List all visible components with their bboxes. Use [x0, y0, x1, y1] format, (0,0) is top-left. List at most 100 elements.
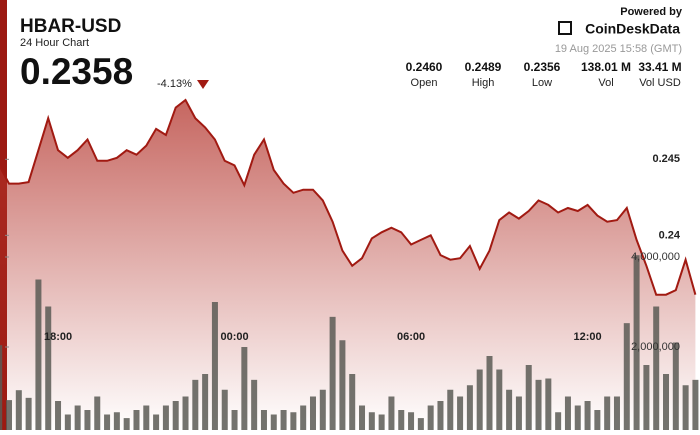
volume-bar — [15, 390, 22, 430]
volume-bar — [525, 365, 532, 430]
volume-bar — [64, 414, 71, 430]
volume-bar — [623, 323, 630, 430]
volume-bar — [682, 385, 689, 430]
volume-bar — [6, 400, 13, 430]
volume-bar — [574, 405, 581, 430]
down-arrow — [197, 80, 209, 89]
volume-bar — [94, 396, 101, 430]
volume-bar — [231, 410, 238, 430]
volume-bar — [359, 405, 366, 430]
volume-bar — [417, 418, 424, 430]
subtitle: 24 Hour Chart — [20, 37, 89, 49]
y-tick-label: 0.24 — [659, 229, 681, 241]
volume-bar — [633, 255, 640, 430]
volume-bar — [309, 396, 316, 430]
volume-bar — [35, 279, 42, 430]
change: -4.13% — [157, 78, 192, 90]
stat-label: Vol — [598, 77, 613, 89]
chart-title: HBAR-USD — [20, 16, 121, 37]
volume-bar — [172, 401, 179, 430]
volume-bar — [427, 405, 434, 430]
volume-bar — [339, 340, 346, 430]
stat-label: Low — [532, 77, 552, 89]
volume-bar — [260, 410, 267, 430]
volume-bar — [555, 412, 562, 430]
volume-bar — [594, 410, 601, 430]
volume-bar — [192, 379, 199, 430]
stat-label: Open — [411, 77, 438, 89]
volume-bar — [319, 389, 326, 430]
volume-bar — [672, 342, 679, 430]
price: 0.2358 — [20, 51, 133, 92]
price-area — [0, 100, 696, 430]
volume-bar — [653, 306, 660, 430]
volume-bar — [535, 379, 542, 430]
timestamp: 19 Aug 2025 15:58 (GMT) — [555, 43, 682, 55]
stat-value: 0.2489 — [465, 60, 502, 74]
volume-bar — [133, 410, 140, 430]
volume-bar — [241, 347, 248, 430]
volume-bar — [104, 414, 111, 430]
volume-bar — [270, 414, 277, 430]
volume-bar — [123, 418, 130, 430]
volume-bar — [113, 412, 120, 430]
volume-bar — [604, 396, 611, 430]
volume-bar — [162, 405, 169, 430]
volume-bar — [388, 396, 395, 430]
volume-bar — [143, 405, 150, 430]
volume-bar — [211, 302, 218, 430]
y2-tick-label: 4,000,000 — [631, 251, 680, 263]
volume-bar — [476, 369, 483, 430]
volume-bar — [251, 379, 258, 430]
y2-tick-label: 2,000,000 — [631, 341, 680, 353]
price-line — [0, 98, 697, 296]
volume-bar — [221, 389, 228, 430]
x-tick-label: 00:00 — [220, 331, 248, 343]
stat-label: Vol USD — [639, 77, 681, 89]
stat-value: 0.2356 — [524, 60, 561, 74]
volume-bar — [280, 410, 287, 430]
volume-bar — [643, 365, 650, 430]
volume-bar — [290, 412, 297, 430]
y-tick-label: 0.245 — [652, 153, 680, 165]
volume-bar — [398, 410, 405, 430]
volume-bar — [368, 412, 375, 430]
volume-bar — [457, 396, 464, 430]
volume-bar — [202, 374, 209, 430]
powered-by: Powered by — [620, 6, 683, 18]
volume-bar — [437, 401, 444, 430]
x-tick-label: 12:00 — [573, 331, 601, 343]
volume-bar — [447, 389, 454, 430]
x-tick-label: 06:00 — [397, 331, 425, 343]
volume-bar — [692, 379, 699, 430]
volume-bar — [506, 389, 513, 430]
volume-bar — [45, 306, 52, 430]
stat-value: 138.01 M — [581, 60, 631, 74]
stat-value: 33.41 M — [638, 60, 681, 74]
volume-bar — [564, 396, 571, 430]
volume-bar — [408, 412, 415, 430]
volume-bar — [74, 405, 81, 430]
volume-bar — [300, 405, 307, 430]
volume-bar — [545, 378, 552, 430]
brand: CoinDeskData — [585, 21, 680, 37]
volume-bar — [466, 385, 473, 430]
x-tick-label: 18:00 — [44, 331, 72, 343]
stat-label: High — [472, 77, 495, 89]
volume-bar — [153, 414, 160, 430]
volume-bar — [55, 401, 62, 430]
volume-bar — [663, 374, 670, 430]
volume-bar — [496, 369, 503, 430]
volume-bar — [584, 401, 591, 430]
volume-bar — [613, 396, 620, 430]
volume-bar — [0, 345, 3, 430]
volume-bar — [378, 414, 385, 430]
volume-bar — [25, 397, 32, 430]
volume-bar — [182, 396, 189, 430]
volume-bar — [349, 374, 356, 430]
volume-bar — [515, 396, 522, 430]
volume-bar — [486, 356, 493, 430]
volume-bar — [84, 410, 91, 430]
